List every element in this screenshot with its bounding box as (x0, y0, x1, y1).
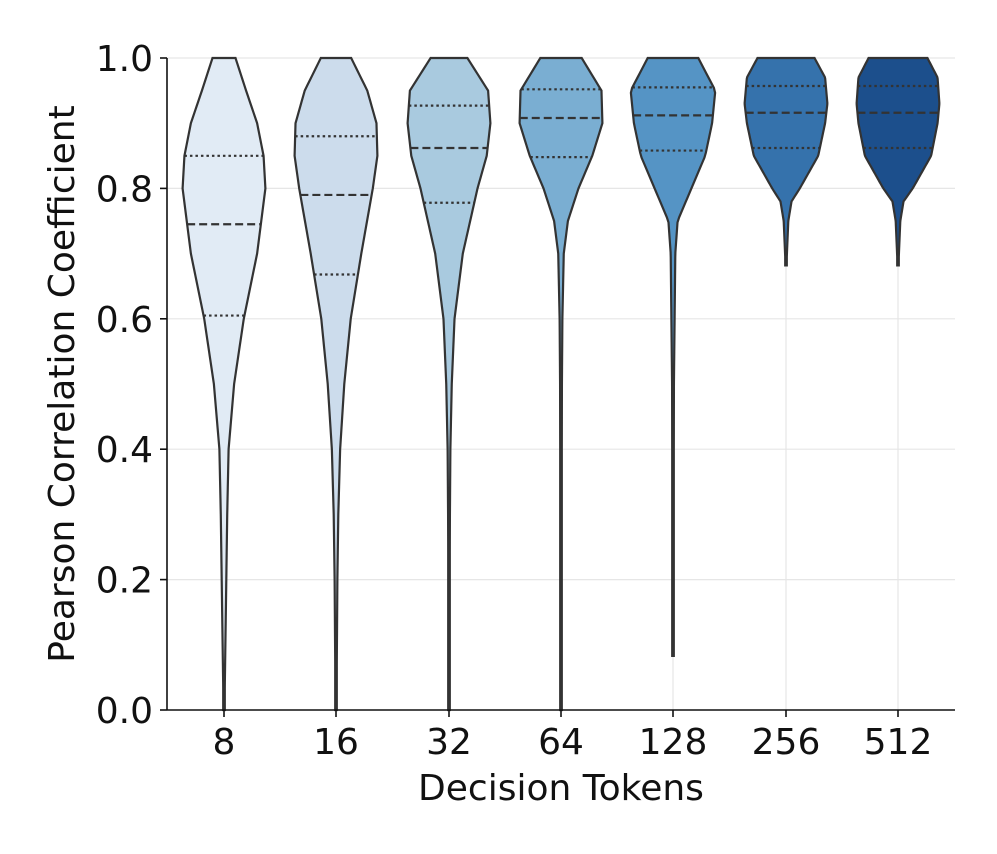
y-tick-label: 0.4 (96, 430, 153, 471)
x-tick-label: 32 (426, 722, 472, 763)
x-tick-label: 128 (639, 722, 708, 763)
violin-128 (629, 56, 717, 657)
x-tick-label: 64 (538, 722, 584, 763)
y-tick-label: 0.6 (96, 300, 153, 341)
violin-256 (743, 56, 829, 267)
x-axis-title: Decision Tokens (418, 768, 704, 809)
violin-32 (406, 56, 492, 712)
violin-64 (518, 56, 604, 712)
y-axis-title: Pearson Correlation Coefficient (42, 105, 83, 662)
ticks: 0.0 0.2 0.4 0.6 0.8 1.0 8 16 32 64 128 256 512 (96, 39, 933, 763)
x-tick-label: 256 (752, 722, 821, 763)
y-tick-label: 0.2 (96, 561, 153, 602)
x-tick-label: 8 (213, 722, 236, 763)
violin-512 (855, 56, 941, 267)
violins (181, 56, 941, 712)
x-tick-label: 16 (313, 722, 359, 763)
violin-8 (181, 56, 267, 712)
y-tick-label: 1.0 (96, 39, 153, 80)
violin-16 (293, 56, 379, 712)
y-tick-label: 0.0 (96, 691, 153, 732)
x-tick-label: 512 (864, 722, 933, 763)
y-tick-label: 0.8 (96, 169, 153, 210)
